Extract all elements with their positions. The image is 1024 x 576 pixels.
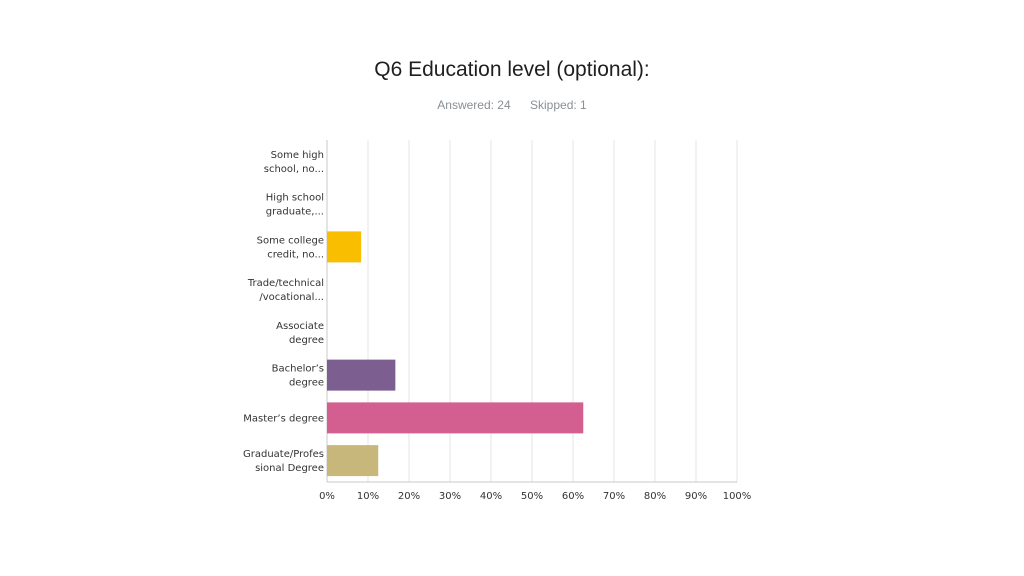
x-tick-labels: 0% 10% 20% 30% 40% 50% 60% 70% 80% 90% 100%: [319, 491, 751, 502]
bars: [327, 231, 584, 477]
category-label: Some college credit, no...: [257, 235, 324, 260]
skipped-count: Skipped: 1: [530, 98, 587, 112]
answered-count: Answered: 24: [437, 98, 511, 112]
x-tick-label: 10%: [357, 491, 379, 502]
bar: [327, 231, 362, 263]
bar: [327, 359, 396, 391]
category-label: Some high school, no...: [264, 150, 324, 175]
gridlines: [326, 140, 738, 483]
x-tick-label: 100%: [723, 491, 752, 502]
category-label: Bachelor’s degree: [272, 364, 324, 389]
x-tick-label: 70%: [603, 491, 625, 502]
x-tick-label: 90%: [685, 491, 707, 502]
category-label: Master’s degree: [243, 413, 324, 424]
x-tick-label: 30%: [439, 491, 461, 502]
x-tick-label: 60%: [562, 491, 584, 502]
category-label: High school graduate,...: [266, 193, 324, 218]
x-tick-label: 40%: [480, 491, 502, 502]
bar: [327, 402, 584, 434]
x-tick-label: 80%: [644, 491, 666, 502]
x-tick-label: 0%: [319, 491, 335, 502]
category-labels: Some high school, no... High school graduat…: [243, 150, 324, 474]
category-label: Associate degree: [276, 321, 324, 346]
chart-title: Q6 Education level (optional):: [374, 58, 650, 81]
response-stats: Answered: 24 Skipped: 1: [0, 98, 1024, 112]
x-tick-label: 20%: [398, 491, 420, 502]
bar: [327, 445, 379, 477]
category-label: Trade/technical/vocational...: [247, 278, 324, 303]
x-tick-label: 50%: [521, 491, 543, 502]
category-label: Graduate/Profes sional Degree: [243, 449, 324, 474]
